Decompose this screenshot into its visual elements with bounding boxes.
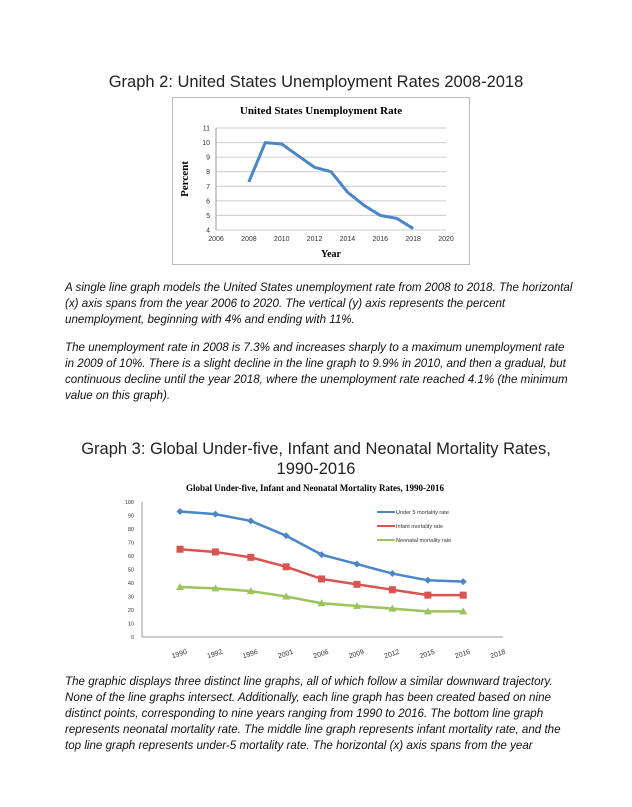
x-tick-label: 2010 [274,236,290,243]
data-point [317,599,326,607]
data-point [459,578,467,586]
data-point [176,545,184,553]
data-point [282,532,290,540]
x-tick-label: 2012 [307,236,323,243]
data-point [246,587,255,595]
data-point [211,510,219,518]
data-point [282,563,290,571]
x-tick-label: 2009 [348,649,365,661]
x-tick-label: 2018 [405,236,421,243]
y-tick-label: 60 [128,554,134,560]
x-tick-label: 2012 [383,649,400,661]
y-tick-label: 20 [128,608,134,614]
data-point [211,548,219,556]
y-tick-label: 40 [128,581,134,587]
paragraph-3: The graphic displays three distinct line… [65,675,561,752]
graph3-heading-line1: Graph 3: Global Under-five, Infant and N… [81,440,551,458]
legend-label: Infant mortality rate [396,524,443,530]
y-tick-label: 10 [128,622,134,628]
series-line-2 [179,585,464,613]
x-tick-label: 2016 [454,649,471,661]
data-point [459,607,468,615]
data-point [388,570,396,578]
x-tick-label: 2018 [490,649,507,661]
legend-label: Neonatal mortality rate [396,538,451,544]
chart-title: Global Under-five, Infant and Neonatal M… [186,483,444,493]
data-point [282,592,291,600]
y-tick-label: 6 [206,198,210,205]
x-tick-label: 2020 [438,236,454,243]
data-point [211,584,220,592]
data-point [424,576,432,584]
y-tick-label: 11 [203,126,210,133]
data-point [318,575,326,583]
data-point [247,517,255,525]
data-point [388,586,396,594]
data-point [353,601,361,609]
y-tick-label: 0 [131,635,134,641]
x-tick-label: 2014 [340,236,356,243]
data-point [353,560,361,568]
x-tick-label: 1996 [242,649,259,661]
data-point [247,553,255,561]
x-tick-label: 2016 [372,236,388,243]
y-tick-label: 100 [125,500,134,506]
y-tick-label: 10 [202,140,210,147]
chart-frame [172,97,470,265]
y-tick-label: 90 [128,514,134,520]
x-tick-label: 2006 [208,236,224,243]
y-tick-label: 30 [128,595,134,601]
data-point [353,580,361,588]
x-tick-label: 2015 [419,649,436,661]
mortality-chart: Global Under-five, Infant and Neonatal M… [125,483,507,661]
y-tick-label: 50 [128,568,134,574]
data-point [176,583,184,591]
series-line-0 [179,510,464,583]
graph2-heading: Graph 2: United States Unemployment Rate… [108,73,524,91]
y-tick-label: 70 [128,541,134,547]
paragraph-1: A single line graph models the United St… [65,281,573,326]
data-point [423,607,432,615]
x-tick-label: 2006 [313,649,330,661]
graph3-heading-line2: 1990-2016 [276,460,356,478]
y-tick-label: 5 [206,213,210,220]
y-tick-label: 8 [206,169,210,176]
data-point [318,551,326,559]
legend-label: Under 5 mortality rate [396,510,449,516]
y-tick-label: 80 [128,527,134,533]
x-axis-label: Year [321,249,342,260]
y-tick-label: 4 [206,228,210,235]
x-tick-label: 2001 [277,649,294,661]
y-tick-label: 9 [206,155,210,162]
y-axis-label: Percent [179,161,191,197]
paragraph-2: The unemployment rate in 2008 is 7.3% an… [65,341,568,402]
data-point [176,507,184,515]
unemployment-line [247,141,414,230]
data-point [424,591,432,599]
y-tick-label: 7 [206,184,210,191]
unemployment-chart: United States Unemployment Rate 4 5 6 7 8 9 10 1… [172,97,470,265]
chart-title: United States Unemployment Rate [240,105,402,117]
x-tick-label: 1992 [206,649,223,661]
data-point [459,591,467,599]
x-tick-label: 2008 [241,236,257,243]
x-tick-label: 1990 [171,649,188,661]
data-point [388,604,397,612]
